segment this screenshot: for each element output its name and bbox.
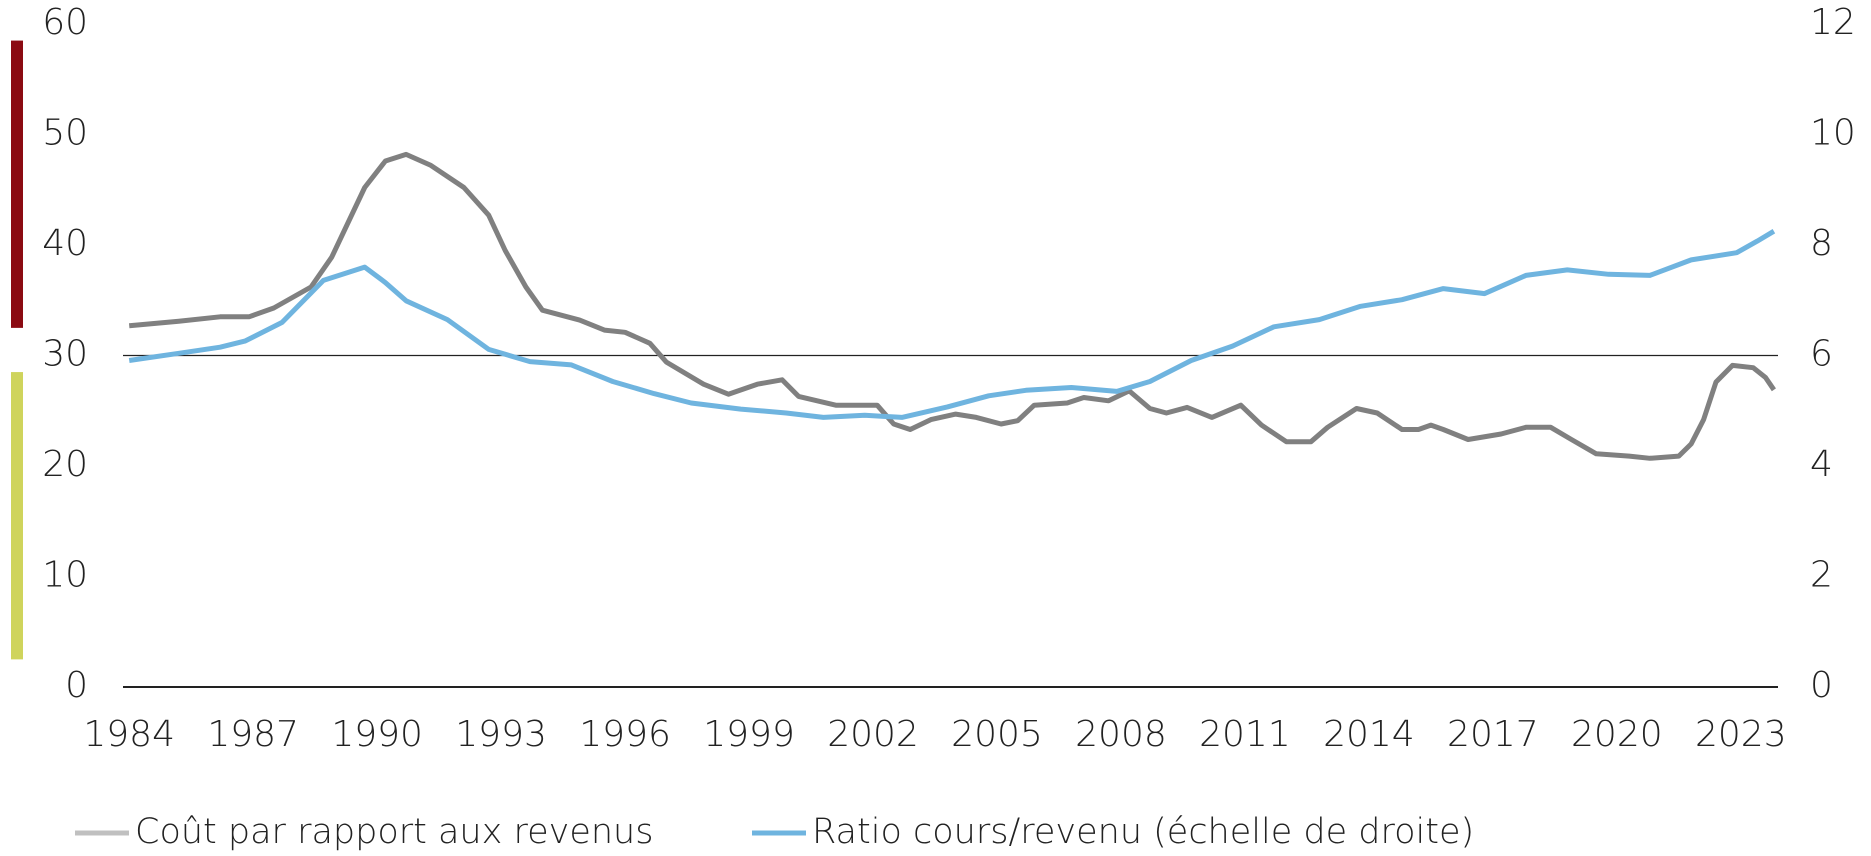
x-tick-label: 2023 bbox=[1695, 714, 1787, 755]
x-tick-label: 1987 bbox=[207, 714, 299, 755]
legend-label: Ratio cours/revenu (échelle de droite) bbox=[812, 812, 1474, 852]
x-tick-label: 2014 bbox=[1323, 714, 1415, 755]
range-band bbox=[11, 40, 23, 328]
x-tick-label: 2011 bbox=[1199, 714, 1291, 755]
y-tick-label: 20 bbox=[42, 444, 88, 485]
y-tick-label: 40 bbox=[42, 223, 88, 264]
y2-tick-label: 0 bbox=[1810, 665, 1833, 706]
y2-tick-label: 6 bbox=[1810, 334, 1833, 375]
x-tick-label: 2020 bbox=[1571, 714, 1663, 755]
range-band bbox=[11, 372, 23, 660]
y-tick-label: 50 bbox=[42, 113, 88, 154]
x-tick-label: 2002 bbox=[827, 714, 919, 755]
x-tick-label: 1996 bbox=[579, 714, 671, 755]
y2-tick-label: 8 bbox=[1810, 223, 1833, 264]
x-tick-label: 2005 bbox=[951, 714, 1043, 755]
x-tick-label: 2008 bbox=[1075, 714, 1167, 755]
line-series bbox=[128, 229, 1776, 420]
y2-tick-label: 12 bbox=[1810, 2, 1856, 43]
x-tick-label: 1993 bbox=[455, 714, 547, 755]
y-tick-label: 10 bbox=[42, 555, 88, 596]
y2-tick-label: 4 bbox=[1810, 444, 1833, 485]
y-tick-label: 0 bbox=[65, 665, 88, 706]
y-tick-label: 60 bbox=[42, 2, 88, 43]
y2-tick-label: 10 bbox=[1810, 113, 1856, 154]
x-tick-label: 1990 bbox=[331, 714, 423, 755]
x-tick-label: 1984 bbox=[83, 714, 175, 755]
x-tick-label: 1999 bbox=[703, 714, 795, 755]
x-tick-label: 2017 bbox=[1447, 714, 1539, 755]
y-tick-label: 30 bbox=[42, 334, 88, 375]
legend-label: Coût par rapport aux revenus bbox=[135, 812, 653, 852]
y2-tick-label: 2 bbox=[1810, 555, 1833, 596]
line-series bbox=[128, 151, 1776, 461]
